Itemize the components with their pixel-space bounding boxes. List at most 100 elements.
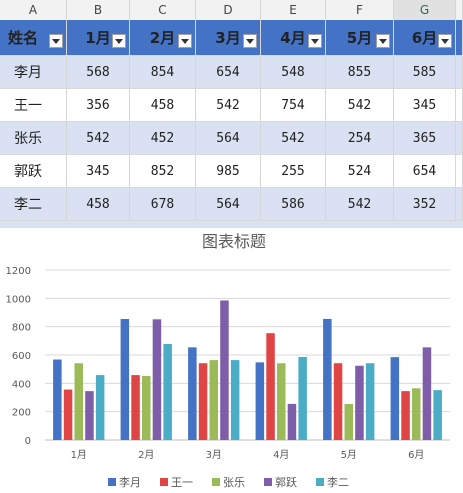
name-cell[interactable]: 张乐 [0, 122, 67, 154]
value-cell[interactable]: 564 [196, 188, 261, 220]
value-cell[interactable]: 585 [394, 56, 456, 88]
value-cell[interactable]: 678 [130, 188, 196, 220]
header-cell-empty[interactable] [456, 20, 463, 55]
bar[interactable] [412, 388, 421, 440]
header-cell-name[interactable]: 姓名 [0, 20, 67, 55]
empty-cell[interactable] [456, 56, 463, 88]
bar[interactable] [390, 357, 400, 440]
filter-dropdown-icon[interactable] [243, 34, 257, 48]
name-cell[interactable]: 郭跃 [0, 155, 67, 187]
value-cell[interactable]: 654 [394, 155, 456, 187]
bar[interactable] [74, 363, 84, 440]
value-cell[interactable]: 255 [261, 155, 326, 187]
bar[interactable] [323, 318, 332, 440]
bar[interactable] [433, 390, 442, 440]
column-letter-b[interactable]: B [67, 0, 130, 20]
table-row: 李月 568 854 654 548 855 585 [0, 56, 463, 89]
filter-dropdown-icon[interactable] [308, 34, 322, 48]
bar[interactable] [365, 363, 375, 440]
bar[interactable] [142, 375, 151, 440]
value-cell[interactable]: 548 [261, 56, 326, 88]
value-cell[interactable]: 855 [326, 56, 394, 88]
empty-cell[interactable] [456, 155, 463, 187]
bar[interactable] [344, 404, 354, 440]
bar[interactable] [209, 360, 219, 440]
value-cell[interactable]: 345 [67, 155, 130, 187]
column-letter-g[interactable]: G [394, 0, 456, 20]
bar[interactable] [298, 356, 307, 440]
bar[interactable] [188, 347, 197, 440]
name-cell[interactable]: 李二 [0, 188, 67, 220]
column-letter-c[interactable]: C [130, 0, 196, 20]
bar[interactable] [220, 300, 229, 440]
bar[interactable] [287, 403, 297, 440]
bar[interactable] [152, 319, 162, 440]
header-cell-mar[interactable]: 3月 [196, 20, 261, 55]
value-cell[interactable]: 654 [196, 56, 261, 88]
bar[interactable] [277, 363, 286, 440]
filter-dropdown-icon[interactable] [49, 34, 63, 48]
value-cell[interactable]: 254 [326, 122, 394, 154]
value-cell[interactable]: 542 [326, 89, 394, 121]
bar[interactable] [401, 391, 410, 440]
y-tick-label: 800 [12, 323, 31, 334]
bar[interactable] [163, 343, 172, 440]
empty-cell[interactable] [456, 122, 463, 154]
bar[interactable] [95, 375, 105, 440]
value-cell[interactable]: 852 [130, 155, 196, 187]
column-letter-f[interactable]: F [326, 0, 394, 20]
name-cell[interactable]: 王一 [0, 89, 67, 121]
header-cell-jun[interactable]: 6月 [394, 20, 456, 55]
filter-dropdown-icon[interactable] [112, 34, 126, 48]
filter-dropdown-icon[interactable] [376, 34, 390, 48]
value-cell[interactable]: 542 [67, 122, 130, 154]
name-cell[interactable]: 李月 [0, 56, 67, 88]
value-cell[interactable]: 564 [196, 122, 261, 154]
bar[interactable] [198, 363, 208, 440]
header-cell-apr[interactable]: 4月 [261, 20, 326, 55]
bar[interactable] [266, 333, 275, 440]
value-cell[interactable]: 985 [196, 155, 261, 187]
value-cell[interactable]: 345 [394, 89, 456, 121]
empty-cell[interactable] [456, 89, 463, 121]
filter-dropdown-icon[interactable] [178, 34, 192, 48]
filter-dropdown-icon[interactable] [438, 34, 452, 48]
bar[interactable] [355, 365, 364, 440]
header-cell-may[interactable]: 5月 [326, 20, 394, 55]
value-cell[interactable]: 458 [130, 89, 196, 121]
value-cell[interactable]: 458 [67, 188, 130, 220]
value-cell[interactable]: 356 [67, 89, 130, 121]
column-letter-d[interactable]: D [196, 0, 261, 20]
bar[interactable] [53, 359, 62, 440]
legend-swatch [160, 478, 168, 486]
header-cell-feb[interactable]: 2月 [130, 20, 196, 55]
value-cell[interactable]: 452 [130, 122, 196, 154]
column-letter-e[interactable]: E [261, 0, 326, 20]
value-cell[interactable]: 586 [261, 188, 326, 220]
bar[interactable] [63, 389, 73, 440]
bar[interactable] [85, 391, 94, 440]
chart-legend[interactable]: 李月 王一 张乐 郭跃 李二 [108, 475, 349, 489]
bar[interactable] [120, 319, 130, 440]
chart-title[interactable]: 图表标题 [202, 232, 266, 251]
value-cell[interactable]: 352 [394, 188, 456, 220]
bar[interactable] [255, 362, 265, 440]
value-cell[interactable]: 568 [67, 56, 130, 88]
value-cell[interactable]: 542 [326, 188, 394, 220]
empty-cell[interactable] [456, 188, 463, 220]
bar[interactable] [422, 347, 432, 440]
value-cell[interactable]: 542 [261, 122, 326, 154]
bar[interactable] [131, 375, 140, 440]
value-cell[interactable]: 754 [261, 89, 326, 121]
column-letter-h[interactable] [456, 0, 463, 20]
bar[interactable] [230, 360, 240, 440]
value-cell[interactable]: 854 [130, 56, 196, 88]
value-cell[interactable]: 365 [394, 122, 456, 154]
header-label: 1月 [85, 29, 111, 47]
value-cell[interactable]: 542 [196, 89, 261, 121]
value-cell[interactable]: 524 [326, 155, 394, 187]
header-cell-jan[interactable]: 1月 [67, 20, 130, 55]
bar[interactable] [333, 363, 343, 440]
column-letter-a[interactable]: A [0, 0, 67, 20]
